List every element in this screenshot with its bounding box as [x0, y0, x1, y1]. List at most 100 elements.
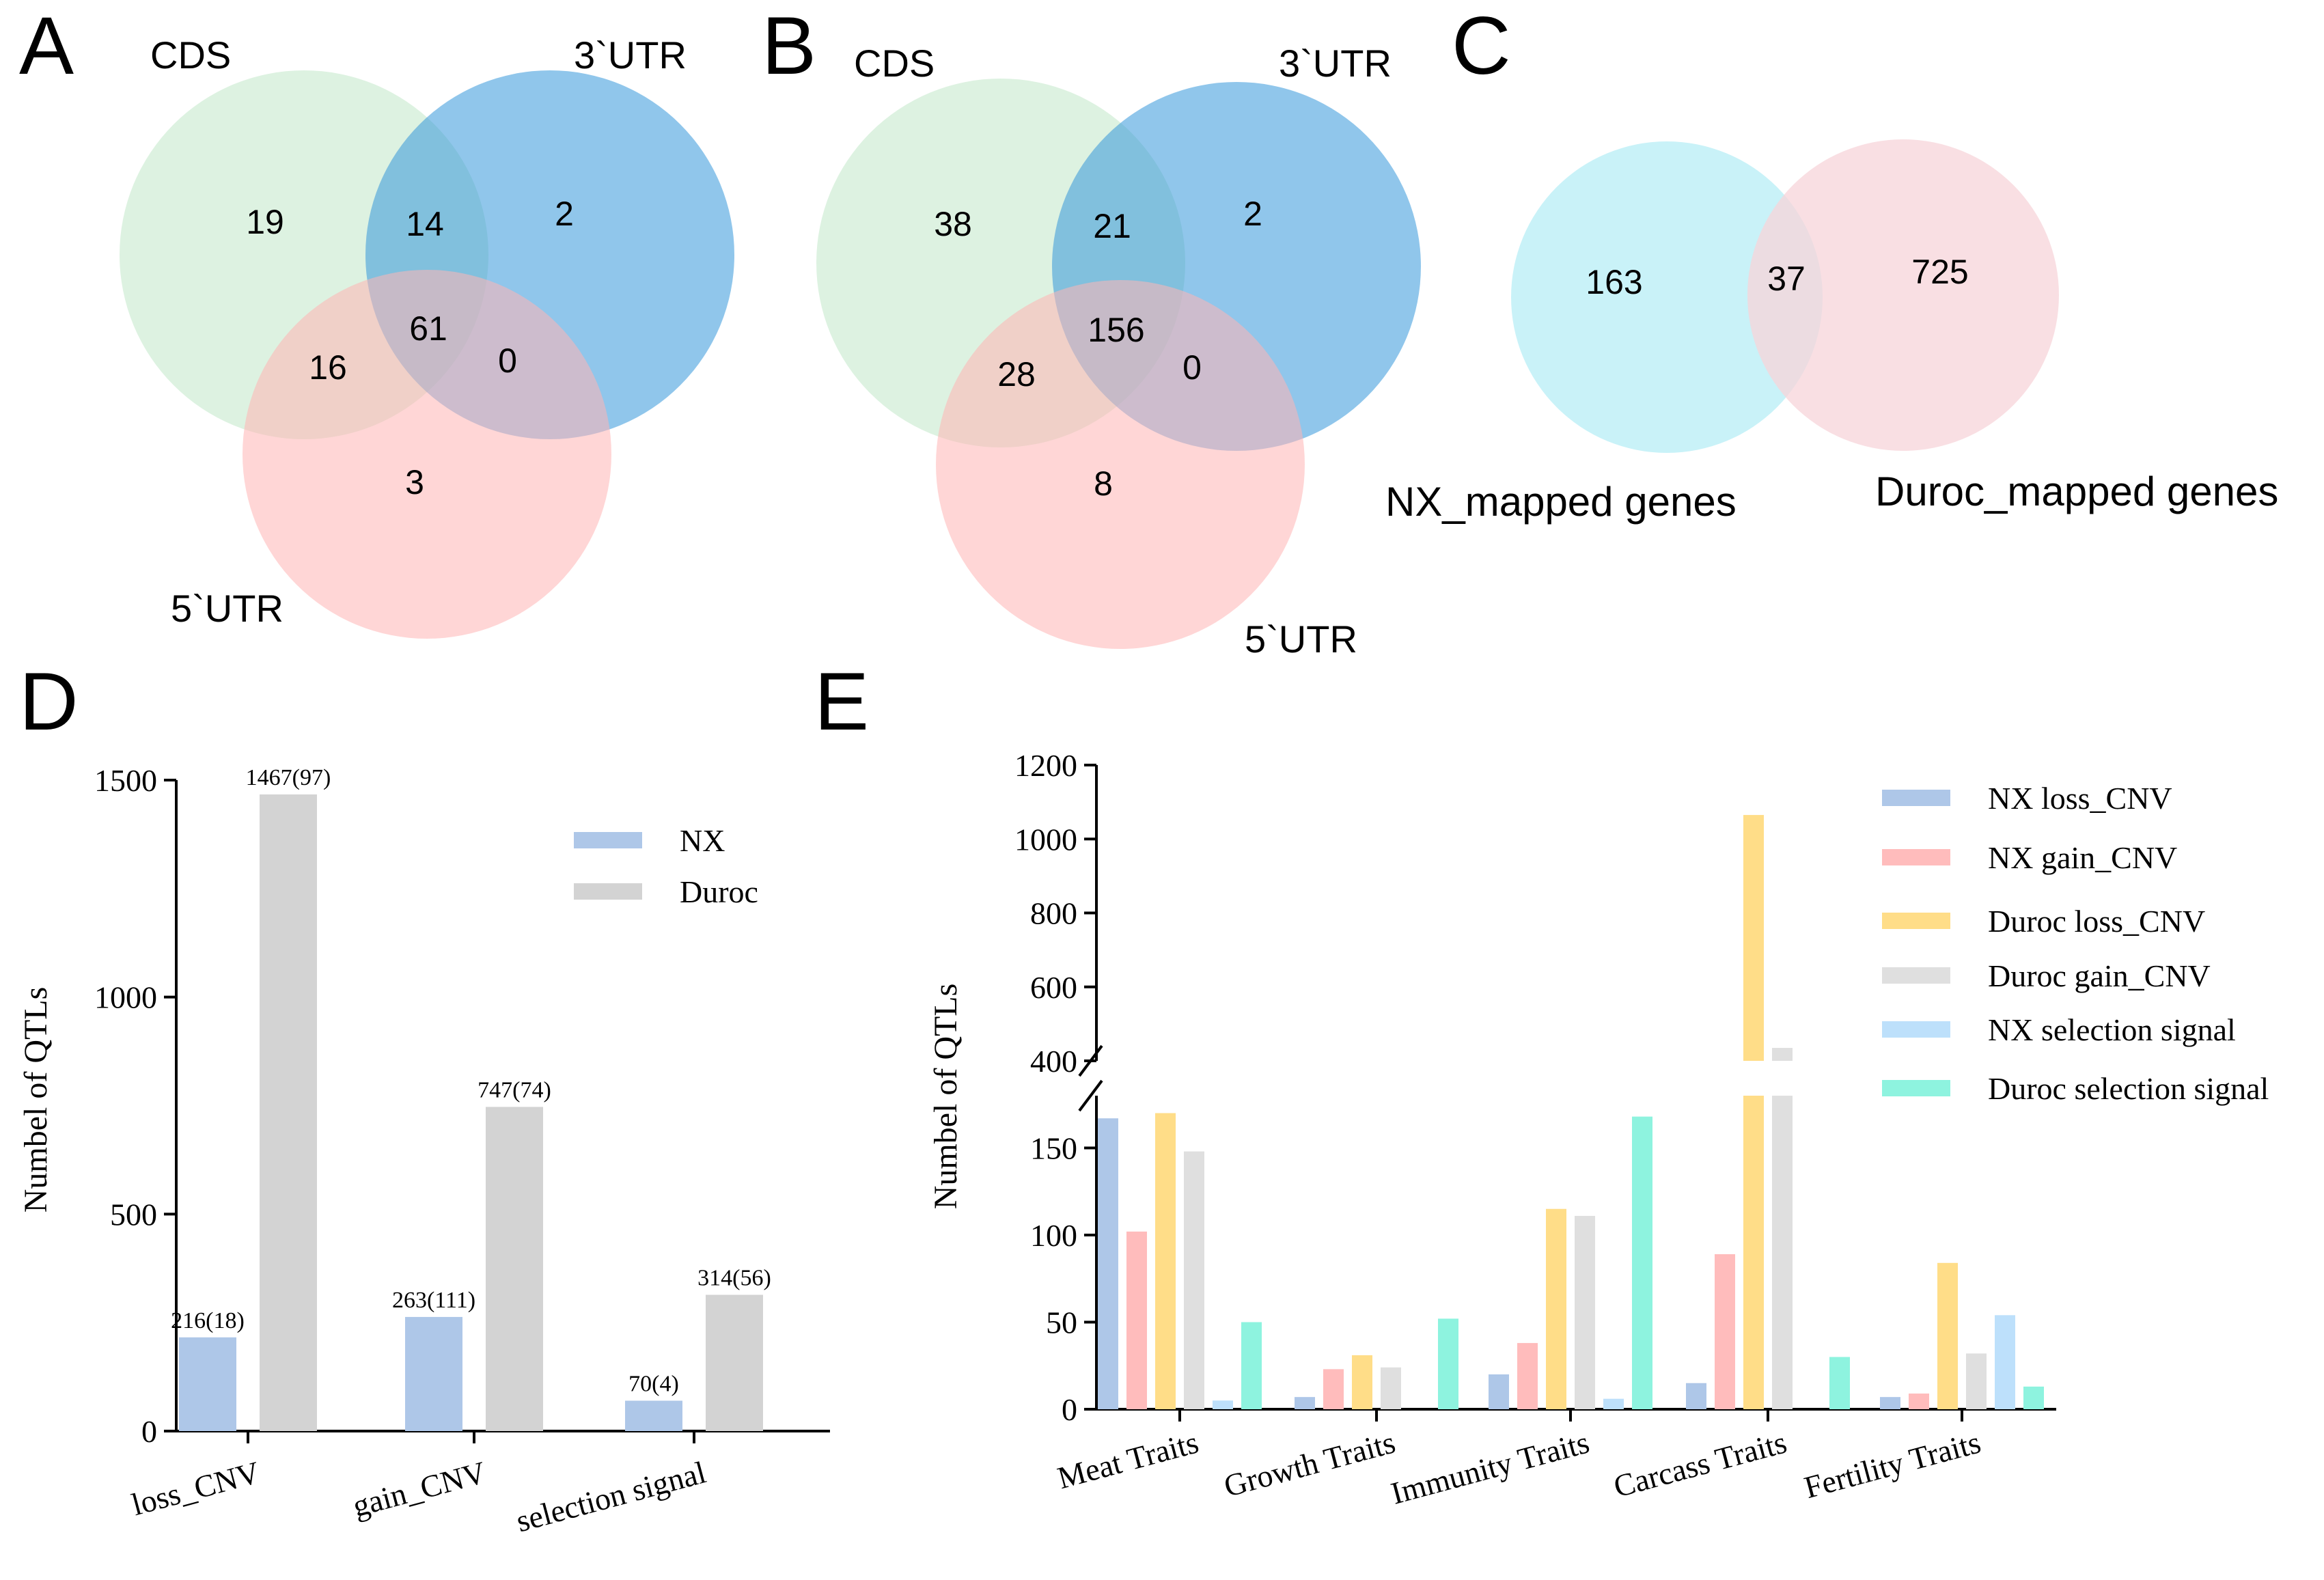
bar-nx-gain-cnv	[405, 1316, 462, 1431]
panel-e-y-axis: 400 600 800 1000 1200 0 50 100 150	[1014, 748, 2056, 1427]
venn-c-nx-only: 163	[1586, 263, 1642, 301]
venn-c-nx-circle	[1511, 141, 1823, 453]
panel-c-letter: C	[1452, 0, 1511, 92]
panel-e-y-tick-label: 600	[1030, 970, 1077, 1005]
bar-duroc-loss-cnv-growth-traits	[1352, 1355, 1372, 1409]
venn-a-all: 61	[409, 309, 447, 348]
venn-b-5utr-circle	[936, 280, 1305, 649]
x-label-gain-cnv: gain_CNV	[349, 1454, 490, 1523]
bar-duroc-gain-cnv-immunity-traits	[1575, 1215, 1595, 1409]
panel-a: A CDS 3`UTR 5`UTR 19 14 2 16 61 0 3	[19, 0, 734, 639]
panel-c: C 163 37 725 NX_mapped genes Duroc_mappe…	[1385, 0, 2278, 525]
bar-label-duroc-selection-signal: 314(56)	[697, 1266, 771, 1291]
legend-swatch-duroc-loss-cnv	[1882, 913, 1950, 929]
panel-e-y-tick-label: 100	[1030, 1218, 1077, 1253]
venn-c-duroc-only: 725	[1911, 253, 1968, 291]
bar-duroc-selection-signal-fertility-traits	[2023, 1386, 2044, 1409]
venn-a-cds-only: 19	[246, 203, 284, 241]
bar-nx-gain-cnv-fertility-traits	[1909, 1394, 1929, 1409]
bar-nx-loss-cnv	[179, 1337, 236, 1431]
bar-duroc-gain-cnv-meat-traits	[1184, 1151, 1204, 1409]
bar-nx-gain-cnv-meat-traits	[1126, 1231, 1147, 1409]
panel-d-y-tick-label: 1000	[94, 980, 157, 1015]
bar-nx-gain-cnv-immunity-traits	[1517, 1343, 1538, 1409]
venn-a-cds-3utr: 14	[406, 205, 444, 243]
panel-e-break-mark	[1078, 1079, 1103, 1112]
venn-b-cds-label: CDS	[854, 42, 935, 85]
panel-e-y-tick-label: 1200	[1014, 748, 1077, 783]
legend-swatch-duroc-selection-signal	[1882, 1080, 1950, 1096]
venn-a-5utr-circle	[243, 270, 611, 639]
legend-label-duroc-selection-signal: Duroc selection signal	[1988, 1071, 2269, 1106]
bar-nx-loss-cnv-meat-traits	[1098, 1118, 1118, 1409]
panel-a-letter: A	[19, 0, 74, 92]
x-label-carcass-traits: Carcass Traits	[1610, 1424, 1790, 1503]
bar-nx-loss-cnv-immunity-traits	[1489, 1374, 1509, 1409]
x-label-selection-signal: selection signal	[512, 1454, 709, 1538]
venn-a-cds-label: CDS	[150, 33, 231, 77]
panel-e-y-tick-label: 800	[1030, 896, 1077, 931]
bar-nx-selection-signal-immunity-traits	[1603, 1398, 1624, 1409]
bar-duroc-gain-cnv-carcass-traits-upper	[1772, 1048, 1793, 1061]
x-label-loss-cnv: loss_CNV	[128, 1454, 263, 1522]
panel-d-letter: D	[19, 656, 79, 747]
bar-nx-selection-signal-fertility-traits	[1995, 1315, 2015, 1409]
bar-label-duroc-gain-cnv: 747(74)	[478, 1077, 551, 1103]
panel-d-y-label: Numbel of QTLs	[18, 987, 54, 1213]
x-label-fertility-traits: Fertility Traits	[1801, 1424, 1984, 1505]
bar-duroc-loss-cnv-fertility-traits	[1937, 1262, 1958, 1409]
panel-b: B CDS 3`UTR 5`UTR 38 21 2 28 156 0 8	[762, 0, 1421, 661]
venn-b-5utr-only: 8	[1094, 465, 1113, 503]
bar-label-duroc-loss-cnv: 1467(97)	[246, 765, 331, 790]
legend-swatch-nx	[574, 832, 642, 848]
bar-nx-gain-cnv-carcass-traits	[1715, 1254, 1735, 1409]
legend-swatch-nx-selection-signal	[1882, 1021, 1950, 1038]
bar-nx-gain-cnv-growth-traits	[1323, 1369, 1344, 1409]
bar-duroc-loss-cnv-carcass-traits-upper	[1743, 815, 1764, 1061]
venn-c-duroc-label: Duroc_mapped genes	[1875, 469, 2278, 514]
bar-duroc-gain-cnv-carcass-traits-lower	[1772, 1096, 1793, 1409]
bar-duroc-loss-cnv-immunity-traits	[1546, 1208, 1566, 1409]
legend-swatch-nx-gain-cnv	[1882, 849, 1950, 865]
panel-e-y-tick-label: 0	[1062, 1392, 1077, 1427]
venn-a-3utr-label: 3`UTR	[574, 33, 687, 77]
bar-duroc-loss-cnv-meat-traits	[1155, 1113, 1176, 1409]
legend-label-duroc-gain-cnv: Duroc gain_CNV	[1988, 958, 2211, 993]
legend-label-nx: NX	[680, 823, 725, 858]
venn-a-5utr-only: 3	[405, 463, 424, 501]
venn-b-all: 156	[1088, 311, 1144, 349]
venn-a-3utr-5utr: 0	[498, 342, 517, 380]
x-label-growth-traits: Growth Traits	[1220, 1424, 1398, 1503]
venn-b-3utr-only: 2	[1243, 195, 1262, 233]
panel-d-x-axis: loss_CNV gain_CNV selection signal	[128, 1431, 710, 1538]
bar-duroc-selection-signal-carcass-traits	[1829, 1357, 1850, 1409]
panel-e-y-tick-label: 1000	[1014, 822, 1077, 857]
venn-a-cds-5utr: 16	[309, 348, 347, 387]
panel-d-y-tick-label: 0	[141, 1414, 157, 1449]
bar-duroc-loss-cnv-carcass-traits-lower	[1743, 1096, 1764, 1409]
bar-duroc-selection-signal	[706, 1294, 763, 1431]
bar-label-nx-loss-cnv: 216(18)	[171, 1308, 245, 1333]
panel-d-bars: 216(18) 1467(97) 263(111) 747(74) 70(4) 314(5…	[171, 765, 771, 1431]
legend-swatch-duroc	[574, 883, 642, 900]
panel-d-chart: D 0 500 1000 1500 216(18) 1467(97) 263(111) 74…	[18, 656, 830, 1538]
venn-b-cds-3utr: 21	[1093, 207, 1131, 245]
venn-b-3utr-label: 3`UTR	[1279, 42, 1392, 85]
panel-e-chart: E 400 600 800 1000 1200 0 50 100 150 Meat Traits…	[814, 656, 2269, 1511]
bar-label-nx-gain-cnv: 263(111)	[392, 1288, 475, 1313]
panel-b-letter: B	[762, 0, 816, 92]
x-label-immunity-traits: Immunity Traits	[1387, 1424, 1593, 1510]
panel-d-legend: NX Duroc	[574, 823, 758, 909]
venn-c-both: 37	[1767, 260, 1806, 298]
panel-e-bars	[1098, 815, 2044, 1409]
bar-duroc-gain-cnv-fertility-traits	[1966, 1353, 1987, 1409]
legend-swatch-duroc-gain-cnv	[1882, 967, 1950, 984]
venn-a-5utr-label: 5`UTR	[171, 587, 283, 630]
venn-a-3utr-only: 2	[555, 195, 574, 233]
legend-label-nx-gain-cnv: NX gain_CNV	[1988, 840, 2177, 875]
panel-d-y-tick-label: 1500	[94, 763, 157, 798]
bar-duroc-gain-cnv-growth-traits	[1381, 1367, 1401, 1409]
